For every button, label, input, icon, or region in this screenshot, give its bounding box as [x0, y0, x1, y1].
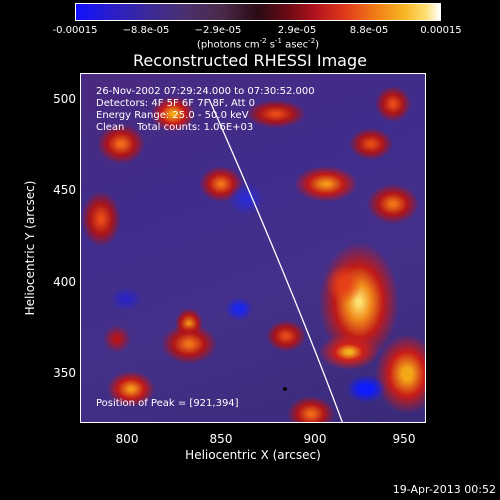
x-tick: 850 — [209, 432, 233, 446]
colorbar-tick: 2.9e-05 — [277, 25, 317, 36]
colorbar-tick: 8.8e-05 — [349, 25, 389, 36]
detectors: Detectors: 4F 5F 6F 7F 8F, Att 0 — [96, 98, 256, 109]
colorbar — [75, 3, 441, 21]
energy-range: Energy Range: 25.0 - 50.0 keV — [96, 110, 249, 121]
solar-limb — [208, 98, 343, 422]
x-axis-label: Heliocentric X (arcsec) — [185, 448, 321, 462]
x-tick: 800 — [115, 432, 139, 446]
peak-position: Position of Peak = [921,394] — [96, 398, 239, 409]
clean-counts: Clean Total counts: 1.06E+03 — [96, 122, 254, 133]
timestamp: 19-Apr-2013 00:52 — [392, 483, 496, 496]
rhessi-image: 26-Nov-2002 07:29:24.000 to 07:30:52.000… — [80, 73, 426, 423]
y-tick: 350 — [53, 366, 76, 380]
colorbar-tick: −2.9e-05 — [194, 25, 242, 36]
colorbar-tick: 0.00015 — [420, 25, 462, 36]
colorbar-tick: −8.8e-05 — [122, 25, 170, 36]
x-tick: 950 — [392, 432, 416, 446]
y-tick: 500 — [53, 92, 76, 106]
y-axis-label: Heliocentric Y (arcsec) — [23, 180, 37, 316]
plot-title: Reconstructed RHESSI Image — [133, 51, 367, 70]
y-tick: 400 — [53, 275, 76, 289]
x-tick: 900 — [303, 432, 327, 446]
image-info: 26-Nov-2002 07:29:24.000 to 07:30:52.000… — [96, 86, 315, 134]
time-range: 26-Nov-2002 07:29:24.000 to 07:30:52.000 — [96, 86, 315, 97]
colorbar-tick: -0.00015 — [52, 25, 98, 36]
peak-marker — [283, 387, 287, 391]
colorbar-units: (photons cm-2 s-1 asec-2) — [196, 37, 320, 51]
y-tick: 450 — [53, 183, 76, 197]
